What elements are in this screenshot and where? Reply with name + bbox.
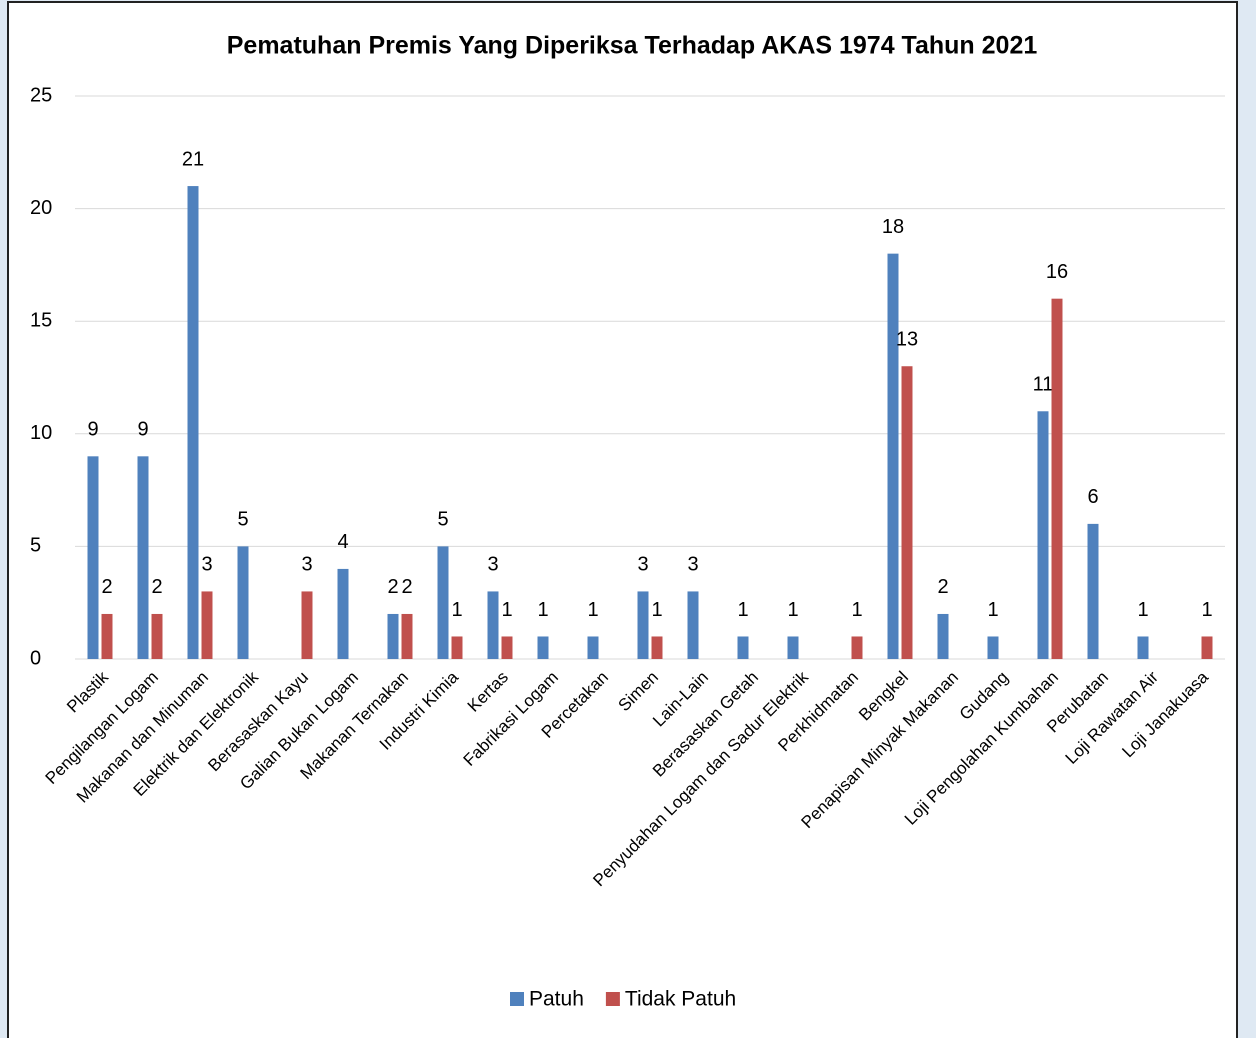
bar	[1037, 411, 1049, 659]
bar	[101, 613, 113, 659]
bar	[401, 613, 413, 659]
data-label: 1	[987, 599, 998, 621]
data-label: 1	[451, 599, 462, 621]
bar	[301, 591, 313, 659]
bar	[637, 591, 649, 659]
bar	[237, 546, 249, 659]
bar	[151, 613, 163, 659]
legend-label: Patuh	[529, 988, 584, 1011]
data-label: 1	[851, 599, 862, 621]
data-label: 11	[1033, 374, 1054, 396]
y-tick-label: 0	[30, 647, 41, 669]
data-label: 18	[882, 216, 904, 238]
bar	[487, 591, 499, 659]
y-tick-label: 5	[30, 535, 41, 557]
data-label: 2	[401, 576, 412, 598]
data-label: 21	[182, 148, 204, 170]
y-tick-label: 10	[30, 422, 52, 444]
data-label: 3	[637, 554, 648, 576]
data-label: 1	[501, 599, 512, 621]
data-label: 1	[1201, 599, 1212, 621]
bar	[787, 636, 799, 659]
bar	[987, 636, 999, 659]
data-label: 1	[587, 599, 598, 621]
data-label: 16	[1046, 261, 1068, 283]
bar	[437, 546, 449, 659]
bar	[1087, 523, 1099, 659]
data-label: 2	[387, 576, 398, 598]
data-label: 3	[201, 554, 212, 576]
bar	[737, 636, 749, 659]
data-label: 2	[101, 576, 112, 598]
bar	[87, 456, 99, 659]
data-label: 4	[337, 531, 348, 553]
data-label: 5	[237, 509, 248, 531]
data-label: 1	[537, 599, 548, 621]
bar	[201, 591, 213, 659]
data-label: 2	[151, 576, 162, 598]
y-tick-label: 15	[30, 309, 52, 331]
data-label: 1	[737, 599, 748, 621]
bar	[587, 636, 599, 659]
data-label: 6	[1087, 486, 1098, 508]
bar	[1051, 298, 1063, 659]
bar	[1201, 636, 1213, 659]
data-label: 9	[137, 419, 148, 441]
data-label: 3	[487, 554, 498, 576]
bar	[937, 613, 949, 659]
y-tick-label: 25	[30, 84, 52, 106]
data-label: 3	[301, 554, 312, 576]
data-label: 1	[651, 599, 662, 621]
data-label: 2	[937, 576, 948, 598]
data-label: 13	[896, 329, 918, 351]
bar	[187, 186, 199, 659]
bar	[851, 636, 863, 659]
bar	[537, 636, 549, 659]
bar	[901, 366, 913, 659]
y-tick-label: 20	[30, 197, 52, 219]
legend-swatch	[605, 992, 620, 1006]
bar	[651, 636, 663, 659]
chart-frame	[7, 1, 1238, 1038]
data-label: 3	[687, 554, 698, 576]
legend-label: Tidak Patuh	[625, 988, 736, 1011]
bar	[337, 568, 349, 659]
data-label: 1	[787, 599, 798, 621]
bar	[1137, 636, 1149, 659]
legend-swatch	[510, 992, 524, 1006]
bar	[451, 636, 463, 659]
bar	[687, 591, 699, 659]
bar	[137, 456, 149, 659]
bar	[387, 613, 399, 659]
bar	[501, 636, 513, 659]
bar	[887, 253, 899, 659]
data-label: 1	[1137, 599, 1148, 621]
chart-title: Pematuhan Premis Yang Diperiksa Terhadap…	[227, 32, 1038, 60]
data-label: 9	[87, 419, 98, 441]
data-label: 5	[437, 509, 448, 531]
